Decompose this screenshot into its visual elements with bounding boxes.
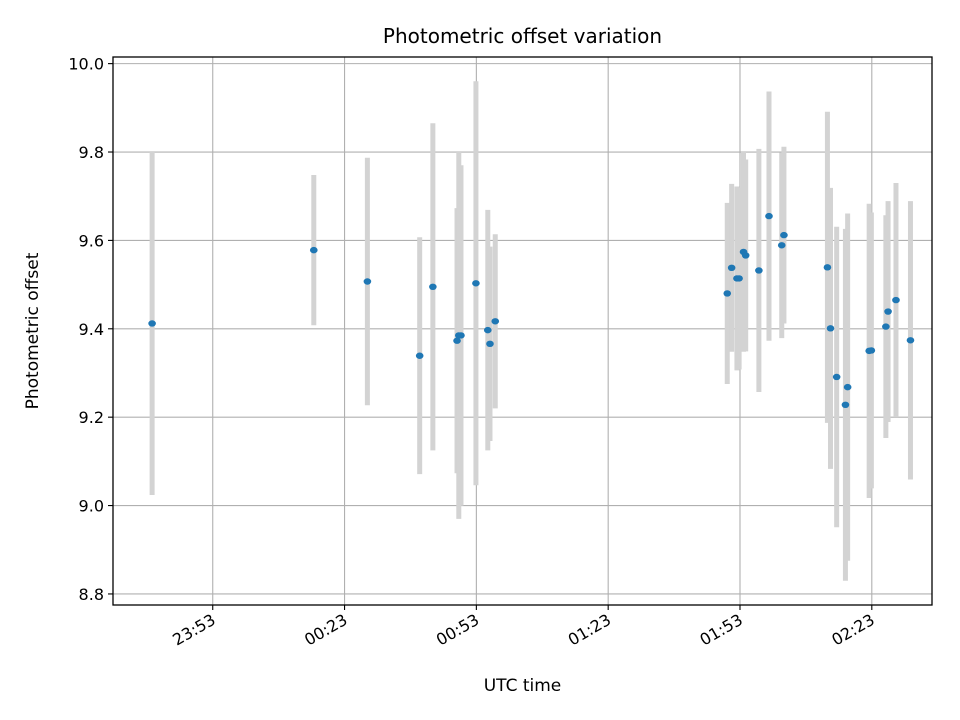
data-point bbox=[457, 332, 465, 339]
data-point bbox=[843, 383, 852, 391]
data-point bbox=[727, 264, 736, 272]
data-point bbox=[765, 212, 773, 220]
data-point bbox=[741, 252, 750, 259]
data-point bbox=[892, 296, 900, 304]
data-point bbox=[415, 352, 424, 359]
chart-title: Photometric offset variation bbox=[383, 24, 662, 48]
data-point bbox=[148, 320, 156, 327]
data-point bbox=[363, 278, 372, 285]
data-point bbox=[486, 340, 494, 348]
data-point bbox=[884, 308, 892, 315]
data-point bbox=[841, 401, 850, 409]
data-point bbox=[826, 325, 835, 332]
data-point bbox=[777, 242, 786, 249]
y-axis-label: Photometric offset bbox=[23, 252, 43, 409]
x-axis-label: UTC time bbox=[484, 676, 562, 696]
data-point bbox=[906, 337, 915, 344]
y-tick-label: 8.8 bbox=[79, 585, 104, 604]
data-point bbox=[780, 231, 788, 239]
plot-frame bbox=[112, 56, 933, 606]
y-tick-label: 9.8 bbox=[79, 143, 104, 162]
data-point bbox=[309, 246, 318, 254]
y-tick-label: 9.6 bbox=[79, 231, 104, 250]
data-point bbox=[755, 267, 763, 274]
data-point bbox=[823, 264, 832, 271]
y-tick-label: 9.4 bbox=[79, 320, 104, 339]
y-tick-label: 10.0 bbox=[68, 55, 104, 74]
data-point bbox=[429, 283, 437, 291]
data-point bbox=[867, 347, 876, 354]
data-point bbox=[483, 326, 492, 334]
data-point bbox=[735, 275, 743, 282]
data-point bbox=[832, 373, 841, 381]
data-point bbox=[453, 337, 461, 344]
data-point bbox=[491, 318, 500, 325]
data-point bbox=[882, 323, 890, 330]
data-points bbox=[148, 212, 915, 409]
y-tick-label: 9.2 bbox=[79, 408, 104, 427]
y-tick-label: 9.0 bbox=[79, 497, 104, 516]
data-point bbox=[723, 290, 732, 297]
data-point bbox=[472, 280, 480, 287]
